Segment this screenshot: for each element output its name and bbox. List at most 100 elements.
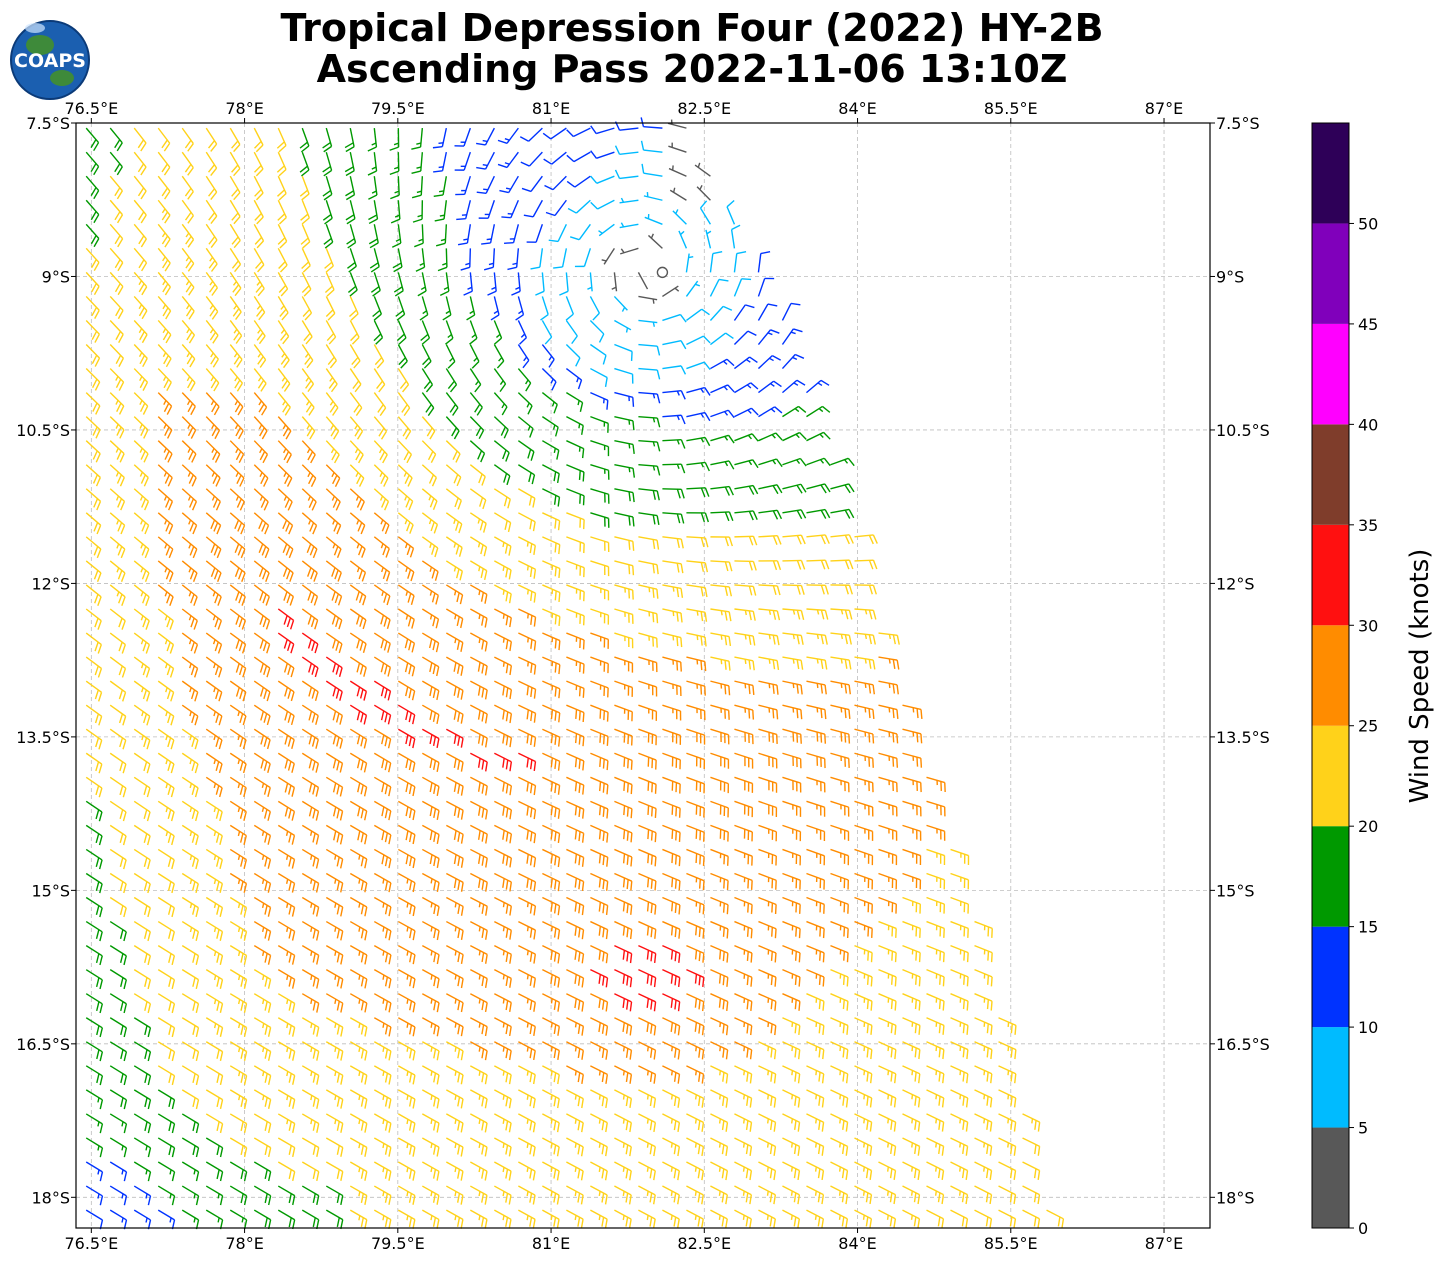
wind-barb — [229, 368, 244, 392]
wind-barb — [85, 1089, 104, 1110]
wind-barb — [229, 584, 246, 606]
wind-barb — [926, 896, 946, 914]
globe-icon — [10, 20, 90, 100]
wind-barb — [253, 872, 272, 893]
wind-barb — [686, 560, 709, 573]
wind-barb — [325, 945, 344, 965]
wind-barb — [133, 776, 151, 798]
wind-barb — [421, 1041, 440, 1061]
lon-tick-label-bottom: 85.5°E — [984, 1234, 1038, 1253]
wind-barb — [445, 368, 458, 393]
wind-barb — [446, 920, 464, 940]
wind-barb — [710, 358, 735, 370]
wind-barb — [181, 848, 199, 870]
wind-barb — [181, 271, 195, 296]
wind-barb — [806, 379, 830, 394]
colorbar-frame — [1311, 122, 1350, 1229]
lat-tick-label-right: 9°S — [1216, 267, 1244, 286]
wind-barb — [373, 1089, 392, 1109]
wind-barb — [393, 272, 404, 297]
wind-barb — [758, 432, 783, 442]
wind-barb — [181, 1017, 200, 1038]
wind-barb — [758, 824, 778, 842]
wind-barb — [590, 728, 609, 746]
wind-barb — [494, 776, 513, 796]
wind-barb — [734, 656, 755, 671]
wind-barb — [662, 1161, 680, 1181]
wind-barb — [229, 199, 241, 225]
wind-barb — [390, 176, 400, 200]
wind-barb — [157, 344, 172, 368]
wind-barb — [397, 1113, 416, 1133]
wind-barb — [662, 1017, 681, 1036]
wind-barb — [446, 969, 464, 989]
wind-barb — [614, 536, 635, 551]
wind-barb — [445, 1161, 464, 1181]
wind-barb — [85, 488, 102, 511]
wind-barb — [478, 200, 496, 219]
wind-barb — [445, 344, 456, 369]
wind-barb — [521, 175, 543, 193]
wind-barb — [710, 560, 733, 572]
wind-barb — [347, 248, 357, 273]
wind-barb — [710, 1041, 729, 1060]
wind-barb — [109, 271, 124, 296]
wind-barb — [565, 296, 574, 321]
wind-barb — [590, 632, 609, 649]
wind-barb — [517, 392, 533, 415]
wind-barb — [686, 656, 707, 672]
wind-barb — [542, 776, 561, 795]
wind-barb — [566, 392, 584, 412]
wind-barb — [421, 560, 439, 581]
title-line-1: Tropical Depression Four (2022) HY-2B — [280, 6, 1103, 50]
wind-barb — [325, 969, 344, 989]
wind-barb — [758, 1185, 777, 1205]
wind-barb — [445, 464, 462, 487]
wind-barb — [277, 1065, 296, 1085]
wind-barb — [672, 209, 687, 225]
wind-barb — [494, 969, 512, 988]
wind-barb — [301, 1041, 320, 1061]
wind-barb — [782, 969, 801, 987]
wind-barb — [806, 920, 825, 939]
wind-barb — [277, 1113, 296, 1133]
wind-barb — [566, 560, 585, 578]
wind-barb — [109, 872, 127, 894]
wind-barb — [349, 1137, 368, 1157]
wind-barb — [181, 945, 200, 966]
wind-barb — [85, 247, 100, 272]
lat-tick-label-left: 10.5°S — [16, 421, 70, 440]
wind-barb — [614, 1209, 632, 1229]
wind-barb — [806, 704, 827, 720]
wind-barb — [349, 464, 365, 487]
wind-barb — [758, 680, 779, 695]
colorbar-bin — [1312, 1127, 1349, 1228]
wind-barb — [566, 488, 585, 506]
wind-barb — [542, 512, 561, 531]
wind-barb — [614, 704, 633, 722]
wind-barb — [205, 440, 221, 463]
wind-barb — [830, 1161, 849, 1181]
wind-barb — [710, 824, 729, 842]
wind-barb — [469, 536, 488, 557]
wind-barb — [229, 1041, 248, 1061]
wind-barb — [109, 824, 127, 846]
wind-barb — [710, 969, 729, 987]
wind-barb — [566, 944, 585, 964]
wind-barb — [566, 608, 585, 626]
wind-barb — [389, 128, 400, 151]
wind-barb — [181, 969, 200, 990]
wind-barb — [542, 464, 560, 484]
wind-barb — [157, 656, 175, 678]
wind-barb — [445, 584, 464, 605]
wind-barb — [370, 272, 381, 297]
wind-barb — [133, 872, 151, 894]
wind-barb — [782, 559, 806, 570]
wind-barb — [229, 127, 241, 153]
wind-barb — [109, 584, 126, 606]
wind-barb — [229, 344, 243, 368]
wind-barb — [686, 487, 710, 498]
wind-barb — [662, 1089, 681, 1108]
wind-barb — [511, 272, 521, 296]
wind-barb — [590, 1137, 608, 1157]
